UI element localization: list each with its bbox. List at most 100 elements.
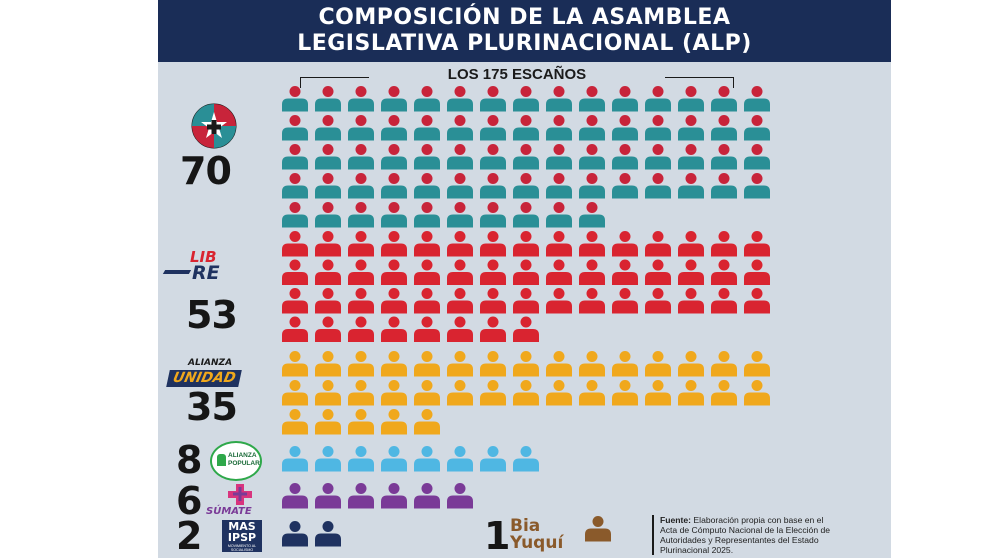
libre-seat bbox=[513, 288, 539, 314]
pdc-seat bbox=[381, 173, 407, 199]
pdc-seat bbox=[678, 115, 704, 141]
mas-logo-text-1: MAS bbox=[228, 520, 256, 533]
libre-seat bbox=[282, 316, 308, 342]
unidad-seat-count: 35 bbox=[186, 385, 238, 429]
sumate-seat bbox=[348, 483, 374, 509]
unidad-seat bbox=[414, 351, 440, 377]
ap-logo: ALIANZA POPULAR bbox=[210, 441, 262, 481]
libre-seat bbox=[348, 316, 374, 342]
libre-seat bbox=[315, 316, 341, 342]
libre-seat bbox=[282, 259, 308, 285]
pdc-seat bbox=[744, 144, 770, 170]
pdc-seat bbox=[348, 115, 374, 141]
pdc-seat bbox=[447, 173, 473, 199]
sumate-seat-count: 6 bbox=[176, 479, 202, 523]
libre-seat bbox=[645, 259, 671, 285]
libre-seat bbox=[447, 288, 473, 314]
pdc-seat bbox=[447, 202, 473, 228]
pdc-seat bbox=[744, 173, 770, 199]
pdc-seat bbox=[480, 173, 506, 199]
ap-logo-text-2: POPULAR bbox=[228, 460, 260, 467]
infographic-panel: COMPOSICIÓN DE LA ASAMBLEA LEGISLATIVA P… bbox=[158, 0, 891, 558]
unidad-logo-text-1: ALIANZA bbox=[188, 358, 233, 368]
pdc-seat-count: 70 bbox=[180, 149, 232, 193]
pdc-seat bbox=[612, 115, 638, 141]
pdc-seat bbox=[315, 144, 341, 170]
unidad-seat bbox=[678, 380, 704, 406]
pdc-seat bbox=[315, 86, 341, 112]
pdc-seat bbox=[414, 144, 440, 170]
pdc-seat bbox=[348, 202, 374, 228]
unidad-seat bbox=[711, 351, 737, 377]
sumate-seat bbox=[381, 483, 407, 509]
pdc-seat bbox=[414, 173, 440, 199]
seat-grid bbox=[282, 86, 770, 547]
sumate-plus-icon bbox=[228, 484, 252, 505]
libre-seat bbox=[546, 259, 572, 285]
libre-seat bbox=[381, 316, 407, 342]
sumate-seat bbox=[414, 483, 440, 509]
libre-seat bbox=[348, 231, 374, 257]
libre-seat bbox=[678, 231, 704, 257]
pdc-seat bbox=[645, 144, 671, 170]
libre-seat bbox=[381, 231, 407, 257]
bracket-left bbox=[300, 77, 369, 88]
unidad-seat bbox=[381, 409, 407, 435]
libre-seat bbox=[645, 288, 671, 314]
biayuqui-seat bbox=[585, 516, 611, 542]
unidad-seat bbox=[480, 380, 506, 406]
libre-seat bbox=[447, 231, 473, 257]
ap-seat bbox=[414, 446, 440, 472]
libre-seat bbox=[447, 316, 473, 342]
unidad-seat bbox=[480, 351, 506, 377]
pdc-seat bbox=[513, 173, 539, 199]
pdc-seat bbox=[447, 115, 473, 141]
pdc-seat bbox=[645, 173, 671, 199]
unidad-logo: ALIANZA UNIDAD bbox=[166, 358, 258, 388]
sumate-seat bbox=[282, 483, 308, 509]
unidad-seat bbox=[645, 380, 671, 406]
unidad-seat bbox=[513, 380, 539, 406]
libre-seat bbox=[414, 316, 440, 342]
libre-seat bbox=[480, 259, 506, 285]
libre-logo: LIB RE bbox=[162, 250, 252, 284]
pdc-seat bbox=[678, 86, 704, 112]
unidad-seat bbox=[348, 409, 374, 435]
pdc-seat bbox=[579, 144, 605, 170]
unidad-seat bbox=[546, 380, 572, 406]
pdc-seat bbox=[579, 86, 605, 112]
biayuqui-logo-text-1: Bia bbox=[510, 516, 541, 536]
pdc-seat bbox=[480, 86, 506, 112]
pdc-seat bbox=[447, 144, 473, 170]
pdc-seat bbox=[678, 144, 704, 170]
pdc-seat bbox=[579, 202, 605, 228]
libre-seat bbox=[315, 288, 341, 314]
libre-seat bbox=[612, 259, 638, 285]
libre-seat bbox=[348, 288, 374, 314]
pdc-seat bbox=[480, 115, 506, 141]
unidad-seat bbox=[546, 351, 572, 377]
pdc-seat bbox=[744, 115, 770, 141]
biayuqui-logo-text-2: Yuquí bbox=[510, 533, 564, 553]
libre-seat bbox=[315, 231, 341, 257]
ap-hand-icon bbox=[217, 454, 226, 466]
mas-logo-text-3: MOVIMIENTO AL SOCIALISMO bbox=[227, 544, 257, 552]
unidad-seat bbox=[612, 380, 638, 406]
pdc-seat bbox=[513, 115, 539, 141]
pdc-seat bbox=[546, 115, 572, 141]
header-banner: COMPOSICIÓN DE LA ASAMBLEA LEGISLATIVA P… bbox=[158, 0, 891, 62]
pdc-seat bbox=[381, 144, 407, 170]
unidad-seat bbox=[381, 380, 407, 406]
title-line-2: LEGISLATIVA PLURINACIONAL (ALP) bbox=[297, 31, 752, 56]
pdc-seat bbox=[711, 173, 737, 199]
pdc-seat bbox=[612, 173, 638, 199]
pdc-seat bbox=[546, 86, 572, 112]
pdc-seat bbox=[579, 173, 605, 199]
mas-seat bbox=[282, 521, 308, 547]
ap-seat bbox=[513, 446, 539, 472]
ap-logo-text-1: ALIANZA bbox=[228, 452, 257, 459]
pdc-seat bbox=[579, 115, 605, 141]
source-text: Elaboración propia con base en el Acta d… bbox=[660, 515, 831, 555]
pdc-seat bbox=[315, 115, 341, 141]
libre-seat bbox=[579, 259, 605, 285]
